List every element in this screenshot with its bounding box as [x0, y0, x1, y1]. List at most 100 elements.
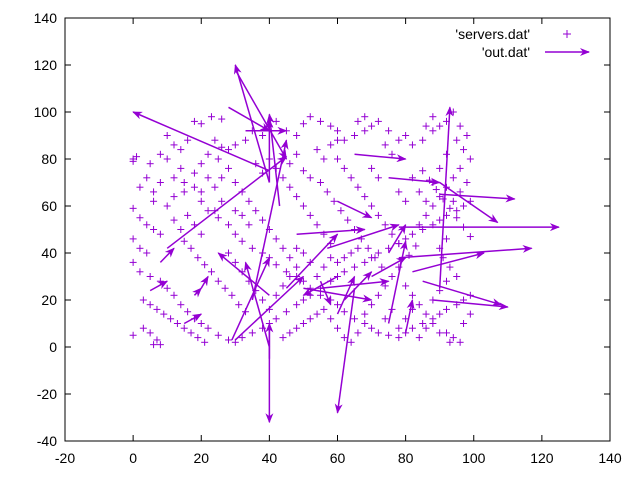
data-point [201, 261, 209, 269]
data-point [432, 186, 440, 194]
data-point [340, 254, 348, 262]
data-point [299, 249, 307, 257]
data-point [299, 296, 307, 304]
data-point [197, 320, 205, 327]
data-point [368, 164, 376, 172]
vector-arrow [336, 275, 356, 315]
data-point [419, 320, 427, 327]
data-point [422, 211, 430, 219]
data-point [279, 174, 287, 182]
data-point [204, 207, 212, 215]
data-point [293, 193, 301, 201]
data-point [170, 193, 178, 201]
data-point [218, 174, 226, 182]
data-point [129, 235, 137, 243]
data-point [146, 273, 154, 280]
vector-arrow [266, 113, 281, 207]
data-point [143, 249, 151, 257]
vector-arrow [244, 261, 271, 348]
legend-marker-servers [563, 30, 571, 38]
data-point [129, 157, 137, 165]
x-tick-label: 120 [530, 450, 554, 466]
plot-frame [64, 17, 611, 442]
data-point [207, 268, 215, 276]
data-point [415, 188, 423, 196]
data-point [436, 329, 444, 337]
data-point [340, 268, 348, 276]
data-point [351, 263, 359, 271]
data-point [177, 301, 185, 309]
data-point [463, 179, 471, 186]
data-point [187, 329, 195, 337]
data-point [238, 211, 246, 219]
data-point [245, 221, 253, 229]
y-tick-label: -20 [37, 386, 57, 402]
data-point [225, 249, 232, 257]
data-point [453, 136, 461, 144]
data-point [334, 258, 341, 266]
data-point [173, 320, 181, 327]
data-point [320, 263, 328, 271]
data-point [184, 136, 192, 144]
data-point [368, 202, 376, 210]
y-tick-label: 0 [49, 339, 57, 355]
data-point [334, 127, 341, 135]
data-point [316, 179, 324, 186]
data-point [320, 305, 328, 313]
data-point [180, 188, 188, 196]
data-point [446, 204, 454, 212]
data-point [156, 341, 164, 349]
data-point [371, 254, 379, 262]
vector-arrow [319, 280, 332, 306]
data-point [293, 263, 301, 271]
data-point [235, 301, 243, 309]
data-point [214, 214, 222, 222]
vector-arrow [228, 106, 271, 132]
data-point [160, 310, 168, 318]
data-point [334, 136, 341, 144]
vector-arrow [296, 226, 366, 235]
vector-arrow [217, 252, 270, 296]
vector-arrow [404, 299, 415, 334]
data-point [286, 273, 294, 280]
data-point [306, 113, 314, 121]
vector-arrow [387, 223, 407, 254]
y-tick-label: 120 [34, 57, 58, 73]
data-point [456, 188, 464, 196]
data-point [361, 320, 369, 327]
data-point [456, 164, 464, 172]
data-point [197, 230, 205, 238]
data-point [361, 310, 369, 318]
data-point [259, 132, 267, 139]
legend: 'servers.dat' 'out.dat' [455, 26, 590, 60]
data-point [443, 305, 450, 313]
data-point [313, 273, 321, 280]
data-point [429, 320, 437, 327]
data-point [133, 153, 141, 161]
data-point [238, 334, 246, 342]
data-point [347, 249, 355, 257]
data-point [460, 320, 468, 327]
vector-arrow [231, 256, 271, 341]
data-point [184, 308, 192, 316]
data-point [388, 150, 396, 158]
data-point [354, 183, 362, 191]
data-point [374, 174, 382, 182]
data-point [344, 216, 352, 224]
data-point [129, 258, 137, 266]
data-point [419, 136, 427, 144]
data-point [272, 117, 280, 125]
y-tick-label: 80 [41, 151, 57, 167]
data-point [231, 230, 239, 238]
vector-arrow [343, 271, 373, 301]
data-point [201, 338, 209, 346]
vector-arrow [251, 139, 289, 301]
vector-arrow [388, 177, 441, 186]
data-point [143, 174, 151, 182]
data-point [374, 211, 382, 219]
vector-arrow [327, 223, 400, 250]
data-point [184, 211, 192, 219]
data-point [204, 150, 212, 158]
data-point [466, 233, 474, 241]
data-point [293, 244, 301, 252]
